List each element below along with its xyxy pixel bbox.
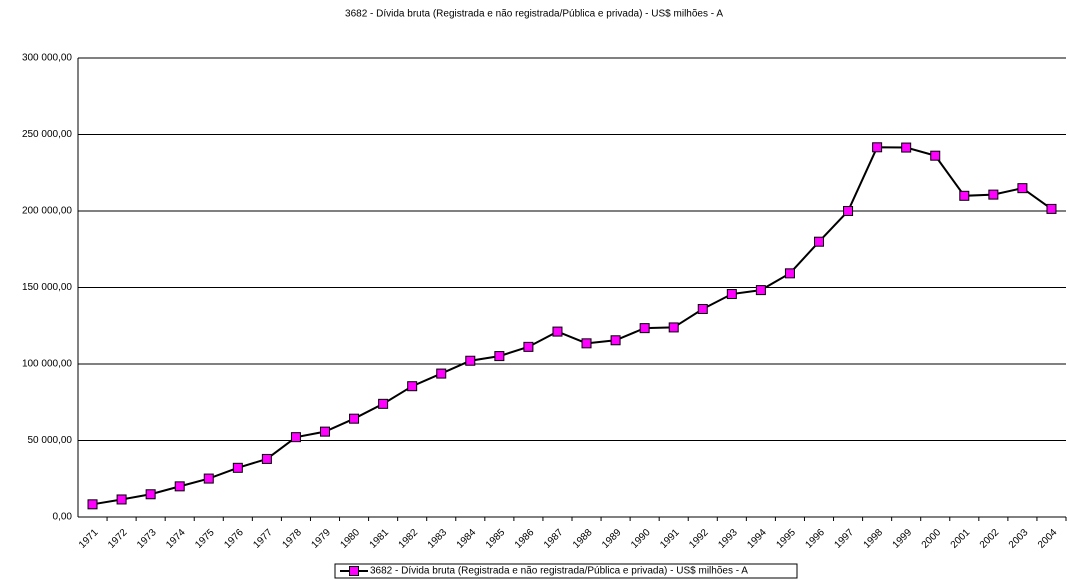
point-marker [407,381,418,392]
point-marker [552,326,563,337]
x-tick-label: 1976 [222,527,246,551]
x-tick-label: 1985 [484,527,508,551]
x-tick-label: 1980 [339,527,363,551]
y-tick-label: 100 000,00 [22,359,72,370]
point-marker [668,322,679,333]
x-tick-label: 1983 [426,527,450,551]
point-marker [784,268,795,279]
point-marker [116,494,127,505]
point-marker [436,368,447,379]
y-tick-label: 150 000,00 [22,282,72,293]
x-tick-label: 1987 [542,527,566,551]
x-tick-label: 1989 [600,527,624,551]
x-tick-label: 2004 [1036,527,1060,551]
point-marker [639,323,650,334]
x-tick-label: 1994 [745,527,769,551]
point-marker [930,150,941,161]
x-tick-label: 1971 [77,527,101,551]
point-marker [174,481,185,492]
point-marker [843,206,854,217]
x-tick-label: 1992 [687,527,711,551]
x-tick-label: 1991 [658,527,682,551]
x-tick-label: 2003 [1007,527,1031,551]
chart-title: 3682 - Dívida bruta (Registrada e não re… [345,9,723,20]
point-marker [320,426,330,437]
x-tick-label: 1984 [455,527,479,551]
point-marker [610,335,621,346]
legend: 3682 - Dívida bruta (Registrada e não re… [334,563,798,579]
x-tick-label: 2001 [949,527,973,551]
x-tick-label: 1981 [368,527,392,551]
x-tick-label: 1986 [513,527,537,551]
x-tick-label: 1975 [193,527,217,551]
point-marker [232,462,243,473]
point-marker [814,236,824,247]
x-tick-label: 1979 [309,527,333,551]
point-marker [1046,203,1057,214]
x-tick-label: 1982 [397,527,421,551]
point-marker [145,489,156,500]
x-tick-label: 1996 [803,527,827,551]
point-marker [872,142,883,153]
point-marker [755,285,766,296]
y-tick-label: 0,00 [53,512,73,523]
x-tick-label: 1974 [164,527,188,551]
point-marker [87,499,98,510]
x-tick-label: 1998 [862,527,886,551]
point-marker [959,190,970,201]
point-marker [988,189,999,200]
series-line [92,146,1053,506]
y-tick-label: 250 000,00 [22,129,72,140]
x-tick-label: 1988 [571,527,595,551]
y-tick-label: 300 000,00 [22,53,72,64]
x-tick-label: 1999 [891,527,915,551]
x-tick-label: 1995 [774,527,798,551]
point-marker [581,338,592,349]
x-tick-label: 1973 [135,527,159,551]
point-marker [465,355,476,366]
point-marker [378,398,389,409]
point-marker [901,142,912,153]
x-tick-label: 2000 [920,527,944,551]
point-marker [1017,183,1028,194]
legend-box [334,563,798,579]
y-tick-label: 200 000,00 [22,206,72,217]
x-tick-label: 2002 [978,527,1002,551]
point-marker [494,351,505,362]
point-marker [261,453,272,464]
legend-label: 3682 - Dívida bruta (Registrada e não re… [370,566,748,577]
x-tick-label: 1993 [716,527,740,551]
point-marker [349,413,360,424]
x-tick-label: 1997 [833,527,857,551]
point-marker [523,341,534,352]
x-tick-label: 1977 [251,527,275,551]
point-marker [203,473,214,484]
point-marker [697,303,708,314]
x-tick-label: 1990 [629,527,653,551]
y-tick-label: 50 000,00 [28,435,73,446]
x-tick-label: 1972 [106,527,130,551]
legend-marker [349,566,359,576]
point-marker [290,432,301,443]
point-marker [726,289,737,300]
x-tick-label: 1978 [280,527,304,551]
